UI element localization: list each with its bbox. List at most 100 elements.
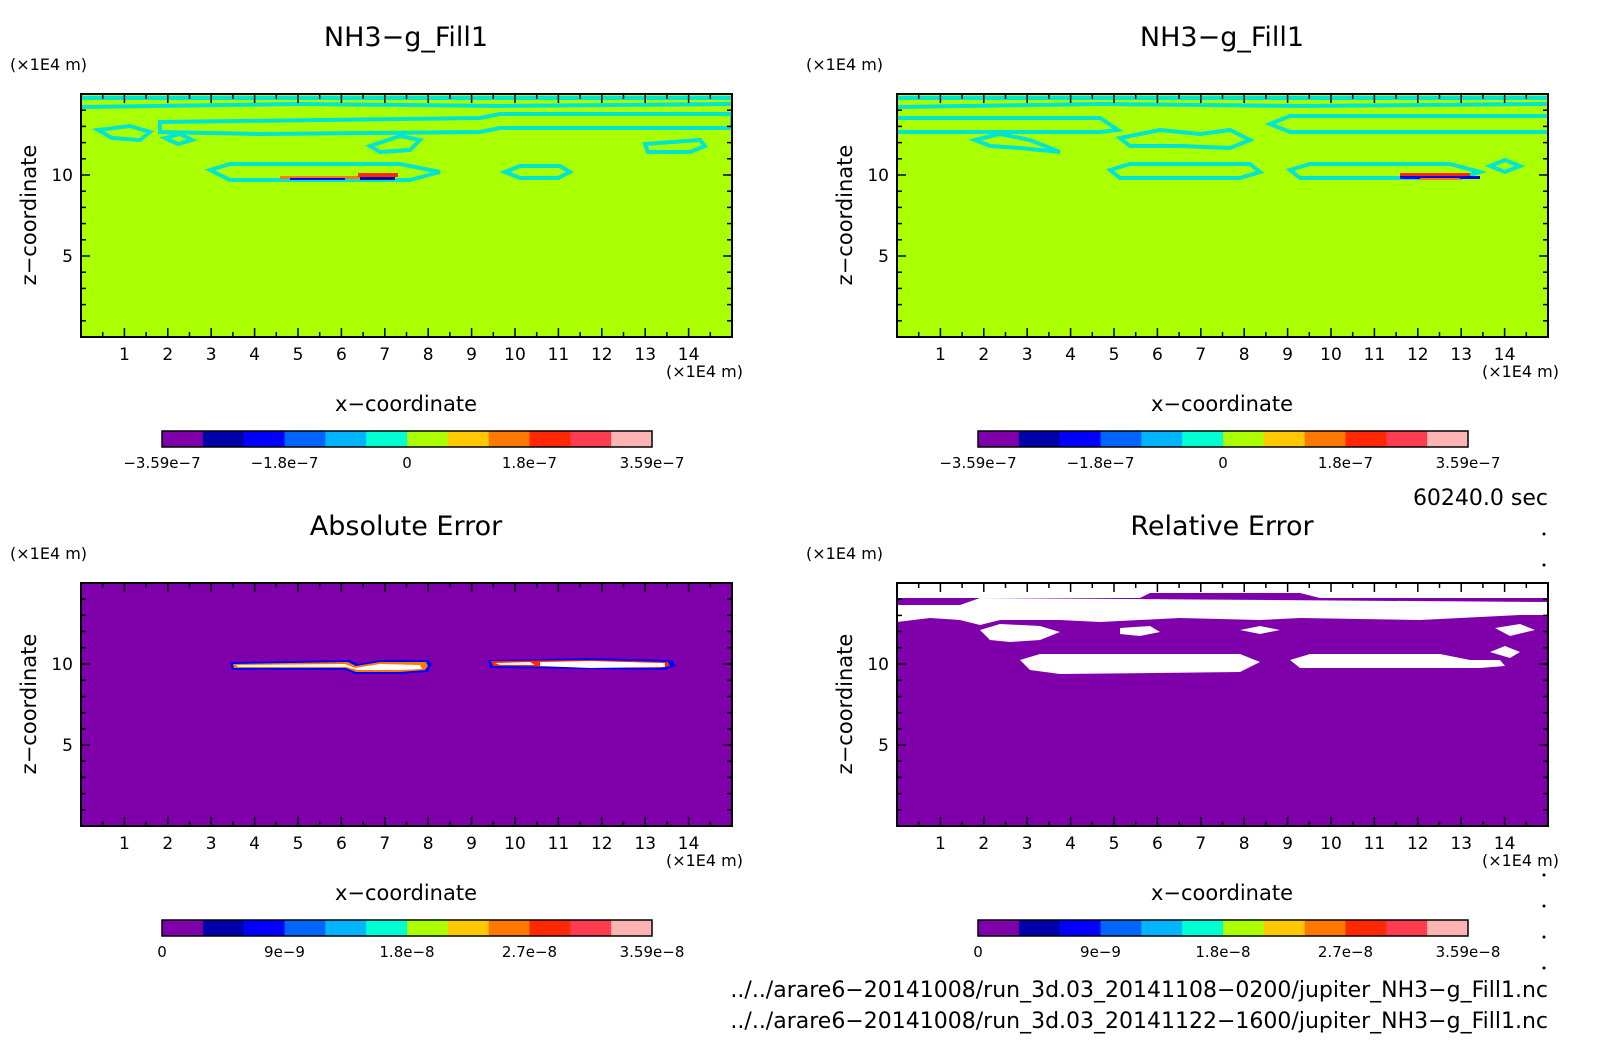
artifact-dots [1542,532,1546,970]
x-tick-label: 8 [423,834,434,854]
contour-band [1264,114,1548,134]
y-unit-label: (×1E4 m) [10,55,87,74]
colorbar-cell [366,431,408,447]
x-tick-label: 11 [1364,345,1386,365]
contour-blob [159,131,198,147]
extreme-mark [1400,176,1480,179]
y-tick-label: 5 [62,736,73,756]
colorbar-cell [1182,920,1224,936]
colorbar-label: 2.7e−8 [1318,943,1373,961]
extreme-values [280,173,398,180]
x-tick-label: 12 [1407,834,1429,854]
x-tick-label: 3 [1022,834,1033,854]
colorbar-label: 1.8e−8 [379,943,434,961]
x-tick-label: 10 [504,834,526,854]
colorbar-cell [529,920,571,936]
colorbar-cell [1427,431,1469,447]
panel-title: NH3−g_Fill1 [1140,22,1304,53]
colorbar-cell [1386,431,1428,447]
y-axis-label: z−coordinate [833,634,857,775]
x-axis: 1 2 3 4 5 6 7 8 9 10 11 12 13 14 [896,94,1549,365]
colorbar-label: 3.59e−7 [620,454,685,472]
extreme-values [1400,173,1480,180]
x-tick-label: 14 [1494,834,1516,854]
colorbar-cell [243,431,285,447]
panel-top-right: NH3−g_Fill1 (×1E4 m) 1 2 3 4 5 6 7 8 9 10 11 12 13 14 [806,22,1559,472]
x-tick-label: 7 [379,834,390,854]
x-tick-label: 1 [119,834,130,854]
colorbar-label: −3.59e−7 [939,454,1016,472]
y-unit-label: (×1E4 m) [10,544,87,563]
x-tick-label: 8 [1239,345,1250,365]
error-patch [540,661,665,668]
colorbar-cell [570,431,612,447]
x-tick-label: 11 [1364,834,1386,854]
x-axis-label: x−coordinate [1151,392,1293,416]
y-axis: 5 10 [867,582,1548,827]
dot [1542,532,1546,536]
relative-error-patches [897,583,1548,674]
y-axis-label: z−coordinate [17,634,41,775]
colorbar-label: 0 [402,454,412,472]
error-patch [495,662,535,665]
colorbar-cell [202,920,245,936]
extreme-mark [1400,173,1470,176]
colorbar-cell [1427,920,1469,936]
x-unit-label: (×1E4 m) [1482,851,1559,870]
field-background [81,583,732,826]
x-axis: 1 2 3 4 5 6 7 8 9 10 11 12 13 14 [80,583,733,854]
colorbar-frame [977,919,1469,937]
x-tick-label: 14 [678,834,700,854]
contour-band [897,116,1124,134]
y-tick-label: 10 [867,655,889,675]
heatmap-field [897,583,1548,826]
contour-blob [365,133,425,155]
x-tick-label: 6 [336,345,347,365]
colorbar-cell [1018,431,1061,447]
x-tick-label: 2 [978,345,989,365]
colorbar: 0 9e−9 1.8e−8 2.7e−8 3.59e−8 [157,919,684,961]
colorbar-cell [1223,920,1265,936]
x-axis-label: x−coordinate [335,881,477,905]
colorbar-frame [977,430,1469,448]
x-tick-label: 3 [1022,345,1033,365]
colorbar-cell [447,920,490,936]
colorbar-label: 0 [973,943,983,961]
colorbar-cell [1263,920,1306,936]
colorbar-cell [243,920,285,936]
colorbar-cell [1141,920,1183,936]
colorbar: −3.59e−7 −1.8e−7 0 1.8e−7 3.59e−7 [939,430,1501,472]
x-tick-label: 2 [162,834,173,854]
y-axis: 5 10 [867,93,1548,338]
x-tick-label: 8 [423,345,434,365]
x-tick-label: 12 [591,834,613,854]
y-tick-label: 10 [51,166,73,186]
y-axis: 5 10 [51,93,732,338]
contour-band [158,112,732,137]
colorbar-label: 3.59e−7 [1436,454,1501,472]
x-tick-label: 1 [935,345,946,365]
colorbar-label: −1.8e−7 [1067,454,1135,472]
heatmap-field [81,94,732,337]
x-tick-label: 13 [634,834,656,854]
y-axis-label: z−coordinate [17,145,41,286]
colorbar-cell [325,431,367,447]
colorbar-cell [366,920,408,936]
colorbar-frame [161,430,653,448]
x-tick-label: 5 [293,345,304,365]
x-tick-label: 3 [206,345,217,365]
contour-blob [91,123,155,143]
colorbar-label: 1.8e−8 [1195,943,1250,961]
x-tick-label: 10 [1320,345,1342,365]
x-tick-label: 1 [935,834,946,854]
x-tick-label: 2 [162,345,173,365]
y-unit-label: (×1E4 m) [806,544,883,563]
contour-blob [1484,157,1526,175]
footer-file-2: ../../arare6−20141008/run_3d.03_20141122… [730,1009,1548,1034]
colorbar-cell [529,431,571,447]
colorbar-cell [284,920,326,936]
x-tick-label: 7 [1195,834,1206,854]
heatmap-field [897,94,1548,337]
y-axis: 5 10 [51,582,732,827]
dot [1542,966,1546,970]
